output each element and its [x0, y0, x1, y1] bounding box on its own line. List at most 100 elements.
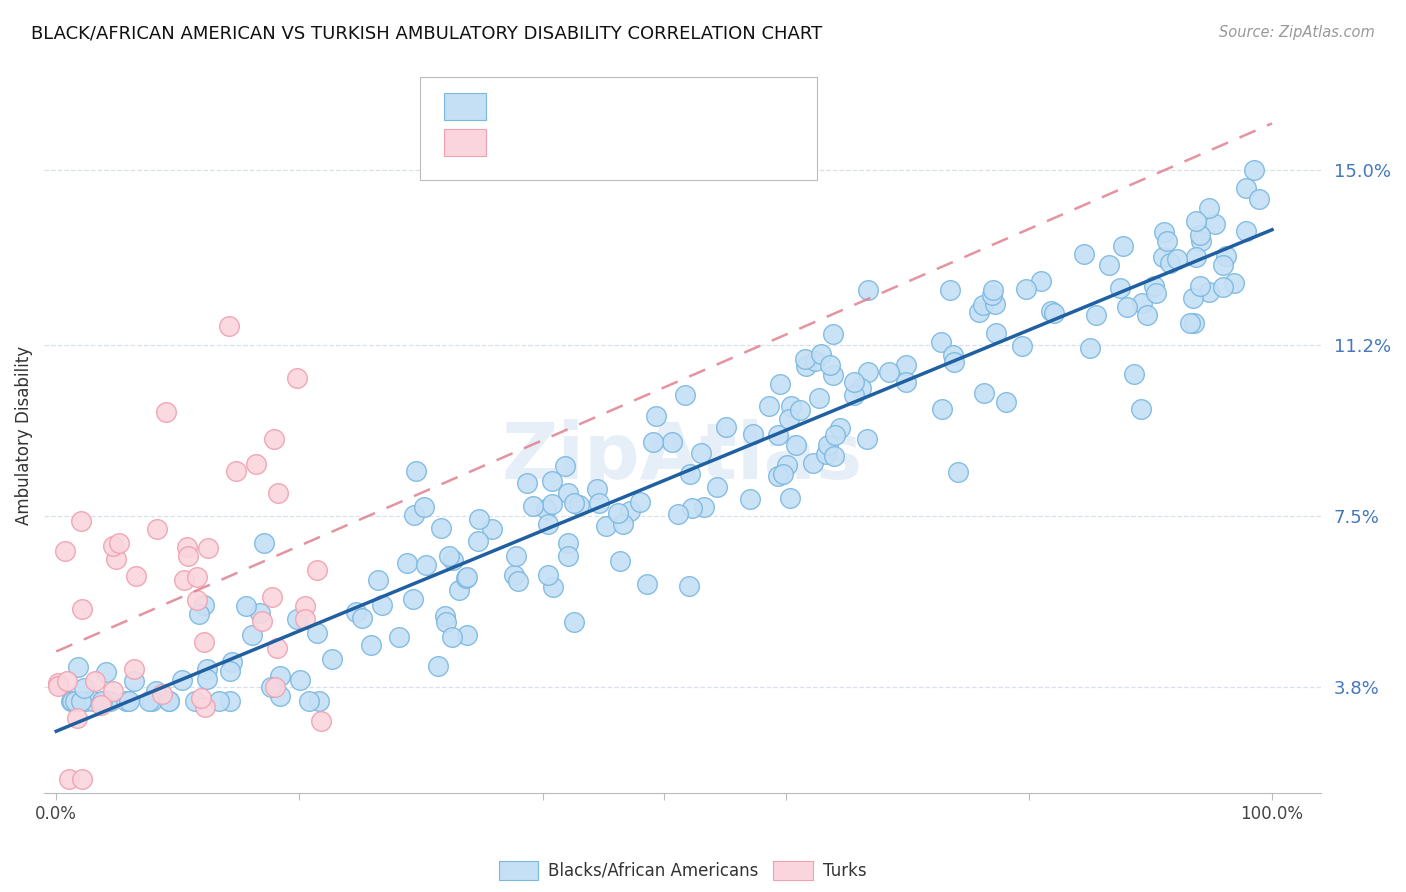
Point: [197, 541, 219, 556]
Point: [644, 409, 666, 423]
Point: [157, 693, 180, 707]
Point: [855, 432, 877, 446]
Point: [981, 284, 1004, 298]
Point: [1130, 295, 1153, 310]
Point: [1152, 250, 1174, 264]
Point: [172, 673, 194, 688]
Point: [82, 693, 104, 707]
Point: [218, 318, 240, 333]
Text: 200: 200: [650, 97, 689, 116]
Point: [141, 693, 163, 707]
Point: [118, 693, 141, 707]
Point: [65, 693, 87, 707]
Point: [441, 553, 464, 567]
Point: [70, 514, 93, 528]
Point: [1182, 292, 1205, 306]
Point: [973, 385, 995, 400]
Point: [404, 508, 426, 522]
Point: [946, 465, 969, 479]
Point: [46, 676, 69, 690]
Point: [70, 602, 93, 616]
Text: 0.130: 0.130: [537, 133, 598, 152]
Point: [931, 401, 953, 416]
Point: [1153, 225, 1175, 239]
Point: [456, 570, 478, 584]
Point: [1143, 279, 1166, 293]
Point: [779, 399, 801, 413]
Point: [1188, 227, 1211, 242]
Point: [643, 434, 665, 449]
Point: [290, 673, 312, 688]
Point: [481, 522, 503, 536]
Point: [433, 609, 456, 624]
Point: [1247, 192, 1270, 206]
Point: [146, 522, 169, 536]
Point: [984, 297, 1007, 311]
Point: [125, 569, 148, 583]
Point: [969, 304, 991, 318]
Point: [298, 693, 321, 707]
Point: [173, 573, 195, 587]
Point: [186, 570, 208, 584]
Point: [426, 659, 449, 673]
Point: [285, 612, 308, 626]
Point: [681, 501, 703, 516]
Point: [177, 549, 200, 563]
Point: [1040, 304, 1063, 318]
Point: [505, 549, 527, 563]
Point: [607, 506, 630, 520]
Point: [693, 500, 716, 515]
Y-axis label: Ambulatory Disability: Ambulatory Disability: [15, 345, 32, 524]
Point: [894, 359, 917, 373]
Point: [97, 693, 120, 707]
Point: [824, 427, 846, 442]
Point: [269, 690, 291, 704]
Point: [557, 536, 579, 550]
Point: [516, 476, 538, 491]
Point: [53, 543, 76, 558]
Point: [467, 534, 489, 549]
Point: [221, 655, 243, 669]
Point: [537, 567, 560, 582]
Point: [145, 683, 167, 698]
Point: [66, 660, 89, 674]
Point: [321, 651, 343, 665]
Point: [1185, 251, 1208, 265]
Point: [1136, 308, 1159, 322]
Point: [104, 552, 127, 566]
Point: [249, 606, 271, 620]
Point: [441, 630, 464, 644]
Text: BLACK/AFRICAN AMERICAN VS TURKISH AMBULATORY DISABILITY CORRELATION CHART: BLACK/AFRICAN AMERICAN VS TURKISH AMBULA…: [31, 25, 823, 43]
Point: [98, 693, 121, 707]
Point: [612, 517, 634, 532]
Point: [309, 714, 332, 728]
Point: [1211, 280, 1233, 294]
Point: [1243, 162, 1265, 177]
Point: [1182, 316, 1205, 330]
Point: [508, 574, 530, 589]
Point: [1078, 341, 1101, 355]
Point: [195, 663, 218, 677]
Point: [395, 556, 418, 570]
Point: [562, 496, 585, 510]
Text: 0.835: 0.835: [537, 97, 598, 116]
Point: [456, 628, 478, 642]
Point: [266, 641, 288, 656]
Point: [187, 607, 209, 621]
Point: [972, 298, 994, 312]
Point: [943, 354, 966, 368]
Text: R =: R =: [498, 134, 536, 152]
Point: [844, 388, 866, 402]
Point: [1234, 181, 1257, 195]
Point: [360, 638, 382, 652]
Point: [58, 772, 80, 786]
Point: [1222, 276, 1244, 290]
Point: [294, 599, 316, 613]
Point: [367, 573, 389, 587]
Point: [804, 354, 827, 368]
Point: [388, 630, 411, 644]
Point: [706, 479, 728, 493]
Point: [415, 558, 437, 572]
Point: [815, 447, 838, 461]
Point: [1189, 278, 1212, 293]
